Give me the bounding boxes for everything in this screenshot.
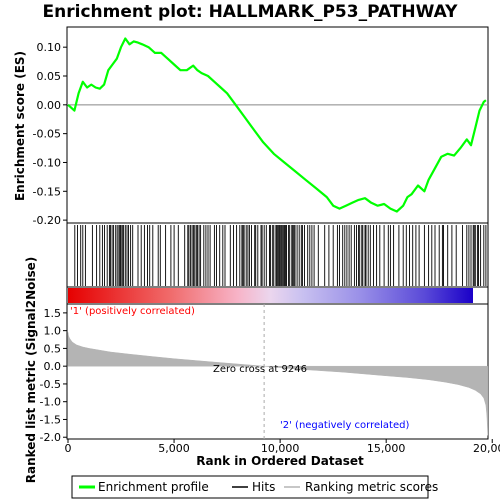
x-tick-label: 15,000 [367, 442, 406, 455]
zero-cross-label: Zero cross at 9246 [213, 364, 307, 375]
x-tick-label: 10,000 [261, 442, 300, 455]
enrichment-profile-layer [67, 37, 487, 213]
ranked-metric-area [67, 332, 489, 436]
es-y-tick-label: -0.10 [33, 156, 61, 169]
es-y-tick-label: 0.00 [37, 99, 62, 112]
metric-y-tick-label: -0.5 [40, 378, 61, 391]
es-y-tick-label: -0.20 [33, 214, 61, 227]
legend-label-metric: Ranking metric scores [305, 480, 438, 494]
es-y-ticks: 0.10 0.05 0.00 -0.05 -0.10 -0.15 -0.20 [33, 41, 67, 227]
positive-correlation-label: '1' (positively correlated) [70, 306, 195, 317]
metric-y-tick-label: 1.5 [44, 307, 62, 320]
metric-y-tick-label: -1.0 [40, 396, 61, 409]
x-tick-label: 0 [65, 442, 72, 455]
enrichment-panel-frame [66, 26, 489, 224]
es-y-tick-label: -0.05 [33, 128, 61, 141]
hits-panel-frame [66, 222, 489, 288]
metric-y-ticks: 1.5 1.0 0.5 0.0 -0.5 -1.0 -1.5 -2.0 [40, 307, 67, 444]
es-y-axis-label: Enrichment score (ES) [13, 51, 27, 201]
es-y-tick-label: 0.10 [37, 41, 62, 54]
es-y-tick-label: -0.15 [33, 185, 61, 198]
metric-y-axis-label: Ranked list metric (Signal2Noise) [24, 257, 38, 484]
es-y-tick-label: 0.05 [37, 70, 62, 83]
metric-y-tick-label: 1.0 [44, 325, 62, 338]
hits-layer [74, 225, 487, 286]
metric-y-tick-label: 0.0 [44, 360, 62, 373]
legend-label-hits: Hits [252, 480, 275, 494]
x-tick-label: 5,000 [158, 442, 190, 455]
metric-y-tick-label: 0.5 [44, 342, 62, 355]
negative-correlation-label: '2' (negatively correlated) [280, 420, 409, 431]
metric-y-tick-label: -2.0 [40, 431, 61, 444]
enrichment-profile-line [67, 37, 487, 213]
legend-label-profile: Enrichment profile [98, 480, 209, 494]
x-axis-label: Rank in Ordered Dataset [196, 454, 364, 468]
metric-y-tick-label: -1.5 [40, 413, 61, 426]
chart-title: Enrichment plot: HALLMARK_P53_PATHWAY [43, 2, 459, 22]
metric-area-layer [67, 304, 489, 439]
rank-heatmap-bar [68, 288, 473, 303]
metric-x-ticks: 0 5,000 10,000 15,000 20,000 [65, 439, 500, 455]
legend-box [71, 475, 429, 499]
x-tick-label: 20,000 [473, 442, 500, 455]
